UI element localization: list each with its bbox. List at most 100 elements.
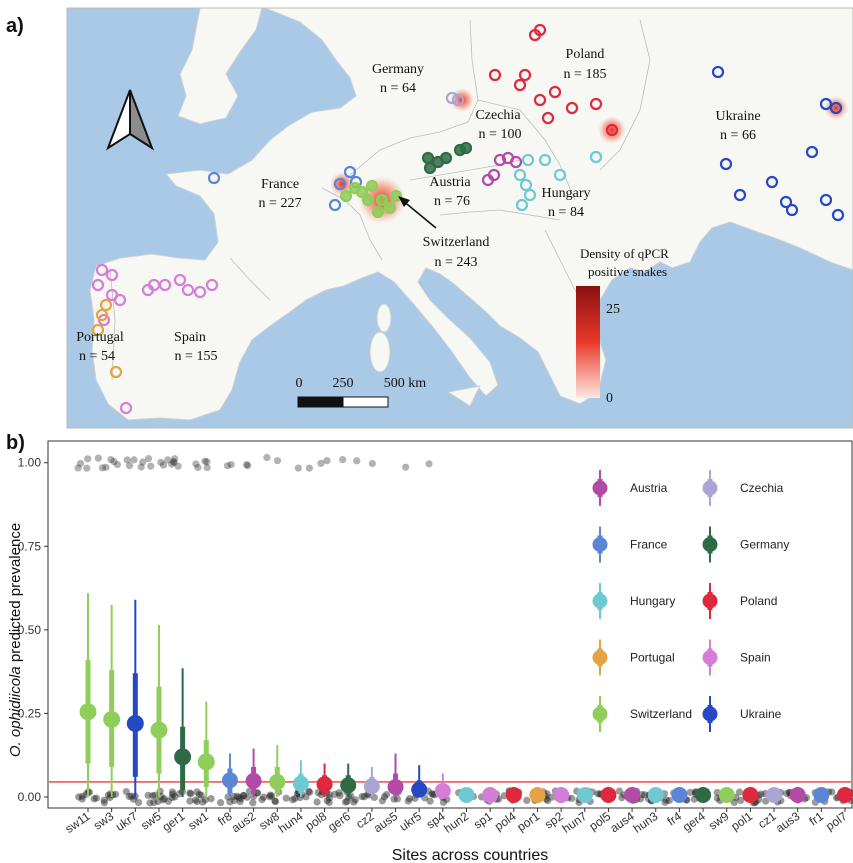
sample-point xyxy=(513,168,527,182)
sample-point xyxy=(553,168,567,182)
legend-swatch-point xyxy=(702,650,718,665)
site-mean-point xyxy=(126,714,144,732)
x-tick-label: ger1 xyxy=(160,809,188,834)
site-mean-point xyxy=(340,777,357,794)
raw-point-one xyxy=(139,458,147,466)
sample-point xyxy=(565,101,579,115)
country-label-france: France xyxy=(261,177,299,192)
country-n-germany: n = 64 xyxy=(380,81,416,96)
legend-label: Germany xyxy=(740,538,789,552)
site-mean-point xyxy=(79,703,97,721)
raw-point-zero xyxy=(306,788,314,796)
site-mean-point xyxy=(197,753,215,771)
x-tick-label: sw11 xyxy=(62,809,93,836)
site-mean-point xyxy=(766,786,783,803)
legend-swatch-point xyxy=(592,706,608,722)
sample-point xyxy=(785,203,799,217)
site-mean-point xyxy=(292,775,309,792)
raw-point-one xyxy=(227,460,235,469)
raw-point-one xyxy=(102,463,110,471)
raw-point-one xyxy=(144,454,153,463)
sample-point xyxy=(831,208,845,222)
site-estimates xyxy=(79,593,853,803)
site-mean-point xyxy=(742,786,759,803)
raw-point-zero xyxy=(757,790,765,798)
x-tick-label: sp1 xyxy=(471,809,495,832)
legend-label: France xyxy=(630,538,668,552)
sample-point xyxy=(521,153,535,167)
sample-point xyxy=(375,193,389,207)
raw-point-zero xyxy=(154,797,162,806)
site-mean-point xyxy=(434,782,451,799)
raw-point-zero xyxy=(187,790,195,798)
switzerland-arrow xyxy=(398,196,437,229)
sample-point xyxy=(541,111,555,125)
x-tick-label: pol1 xyxy=(728,809,755,834)
site-mean-point xyxy=(647,786,664,803)
sample-point xyxy=(829,101,843,115)
raw-point-zero xyxy=(390,795,398,803)
raw-point-zero xyxy=(233,792,241,800)
density-max-label: 25 xyxy=(606,302,620,317)
y-tick-label: 0.75 xyxy=(18,539,42,553)
raw-point-zero xyxy=(201,796,209,804)
raw-point-zero xyxy=(335,789,343,797)
raw-point-one xyxy=(294,464,302,472)
map-island-corsica xyxy=(376,303,392,333)
y-tick-label: 0.00 xyxy=(18,790,42,804)
site-mean-point xyxy=(482,786,499,803)
raw-point-zero xyxy=(236,798,244,806)
raw-point-zero xyxy=(75,793,83,801)
raw-point-zero xyxy=(237,794,245,803)
x-tick-label: pol5 xyxy=(587,809,614,834)
raw-point-one xyxy=(113,460,121,469)
raw-point-zero xyxy=(343,797,351,805)
y-axis-label: O. ophidiicola predicted prevalence xyxy=(7,523,24,757)
raw-point-zero xyxy=(404,797,412,805)
y-axis-label-italic: O. ophidiicola xyxy=(7,666,24,757)
sample-point xyxy=(605,123,619,137)
x-tick-label: sw9 xyxy=(706,809,732,833)
site-mean-point xyxy=(174,748,192,766)
raw-point-zero xyxy=(164,797,172,805)
country-n-france: n = 227 xyxy=(259,196,302,211)
raw-point-zero xyxy=(104,791,112,799)
x-tick-label: hun4 xyxy=(276,809,306,836)
raw-point-zero xyxy=(302,793,310,801)
raw-point-zero xyxy=(268,792,276,800)
raw-point-one xyxy=(130,456,138,464)
country-n-switzerland: n = 243 xyxy=(435,255,478,270)
map-uk xyxy=(177,8,263,125)
site-mean-point xyxy=(411,781,428,798)
raw-point-one xyxy=(194,463,202,472)
country-n-austria: n = 76 xyxy=(434,194,470,209)
raw-point-zero xyxy=(665,796,673,805)
raw-point-one xyxy=(157,458,165,466)
density-hotspot xyxy=(598,116,626,144)
x-tick-label: hun2 xyxy=(441,809,471,836)
x-tick-label: pol8 xyxy=(303,809,330,834)
country-label-spain: Spain xyxy=(174,330,206,345)
sample-point xyxy=(361,193,375,207)
legend-label: Spain xyxy=(740,651,771,665)
y-tick-label: 0.25 xyxy=(18,706,42,720)
raw-point-zero xyxy=(439,798,448,806)
density-legend: Density of qPCR positive snakes 25 0 xyxy=(576,246,669,406)
sample-point xyxy=(365,179,379,193)
country-label-austria: Austria xyxy=(429,175,471,190)
raw-point-zero xyxy=(325,798,333,807)
sample-point xyxy=(589,150,603,164)
sample-point xyxy=(519,178,533,192)
raw-point-zero xyxy=(638,791,646,799)
site-mean-point xyxy=(529,786,546,803)
site-mean-point xyxy=(505,786,522,803)
sample-point xyxy=(343,165,357,179)
raw-point-one xyxy=(137,463,145,471)
raw-point-zero xyxy=(378,797,386,805)
panel-b-label: b) xyxy=(6,432,25,454)
site-mean-point xyxy=(718,786,735,803)
raw-point-zero xyxy=(144,791,152,799)
scale-label-500: 500 km xyxy=(384,376,427,391)
sample-point xyxy=(451,93,465,107)
